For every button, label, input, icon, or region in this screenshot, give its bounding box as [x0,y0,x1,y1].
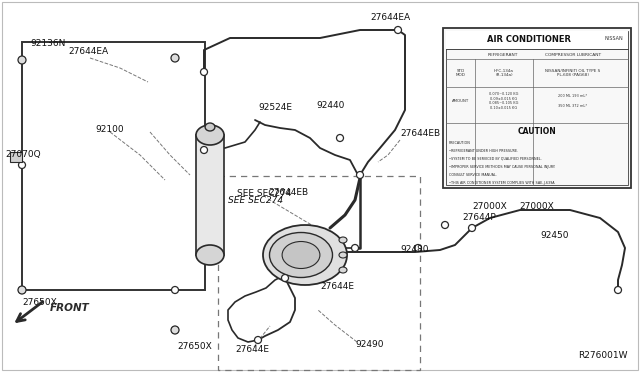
Bar [196,135,224,255]
Bar [446,31,628,49]
Text: COMPRESSOR LUBRICANT: COMPRESSOR LUBRICANT [545,53,601,57]
Circle shape [415,244,422,251]
Circle shape [200,68,207,76]
Ellipse shape [282,241,320,269]
Circle shape [19,286,26,294]
Text: 27070Q: 27070Q [5,151,40,160]
Circle shape [282,275,289,282]
Text: FRONT: FRONT [50,303,90,313]
Text: 27644E: 27644E [235,345,269,354]
Circle shape [18,286,26,294]
Circle shape [172,286,179,294]
Text: 92490: 92490 [355,340,383,349]
Text: 27000X: 27000X [520,202,554,211]
Text: 0.070~0.120 KG
0.09±0.015 KG
0.085~0.105 KG
0.10±0.015 KG: 0.070~0.120 KG 0.09±0.015 KG 0.085~0.105… [490,92,518,110]
Ellipse shape [263,225,347,285]
Ellipse shape [339,237,347,243]
Bar [23,43,204,289]
Ellipse shape [339,252,347,258]
Text: AMOUNT: AMOUNT [452,99,470,103]
Circle shape [200,147,207,154]
Text: CAUTION: CAUTION [518,126,556,135]
Text: 200 ML 193 mL*

350 ML 372 mL*: 200 ML 193 mL* 350 ML 372 mL* [559,94,588,108]
Text: 27644E: 27644E [320,282,354,291]
Circle shape [337,135,344,141]
Ellipse shape [269,232,333,278]
Circle shape [19,161,26,169]
Text: 27644P: 27644P [462,213,496,222]
Text: SEE SEC274: SEE SEC274 [237,189,291,198]
Circle shape [614,286,621,294]
Text: •REFRIGERANT UNDER HIGH PRESSURE.: •REFRIGERANT UNDER HIGH PRESSURE. [449,149,518,153]
Text: •SYSTEM TO BE SERVICED BY QUALIFIED PERSONNEL.: •SYSTEM TO BE SERVICED BY QUALIFIED PERS… [449,157,541,161]
Text: 27000X: 27000X [472,202,508,211]
Text: PRECAUTION: PRECAUTION [449,141,471,145]
Circle shape [442,221,449,228]
Circle shape [468,224,476,231]
Text: CONSULT SERVICE MANUAL.: CONSULT SERVICE MANUAL. [449,173,497,177]
Text: SEE SEC274: SEE SEC274 [228,196,283,205]
Circle shape [394,26,401,33]
Text: 27644EB: 27644EB [268,188,308,197]
Text: NISSAN: NISSAN [604,35,623,41]
Ellipse shape [205,123,215,131]
Text: •THIS AIR CONDITIONER SYSTEM COMPLIES WITH SAE-J-639A: •THIS AIR CONDITIONER SYSTEM COMPLIES WI… [449,181,554,185]
Circle shape [18,56,26,64]
Bar [22,42,205,290]
Text: 92524E: 92524E [258,103,292,112]
Ellipse shape [339,267,347,273]
Text: STD
MOD: STD MOD [456,69,466,77]
Text: 27650X: 27650X [178,342,212,351]
Text: AIR CONDITIONER: AIR CONDITIONER [487,35,571,45]
Circle shape [255,337,262,343]
Text: •IMPROPER SERVICE METHODS MAY CAUSE PERSONAL INJURY.: •IMPROPER SERVICE METHODS MAY CAUSE PERS… [449,165,556,169]
Bar [23,43,204,289]
Ellipse shape [196,125,224,145]
Bar [446,31,628,185]
Text: 92440: 92440 [316,101,344,110]
Text: 27644EA: 27644EA [370,13,410,22]
Bar [443,28,631,188]
Circle shape [356,171,364,179]
Circle shape [171,326,179,334]
Ellipse shape [196,245,224,265]
Circle shape [171,54,179,62]
Text: HFC-134a
(R-134a): HFC-134a (R-134a) [494,69,514,77]
Text: 27644EA: 27644EA [68,47,108,56]
Text: 27644EB: 27644EB [400,129,440,138]
Text: 92450: 92450 [540,231,568,240]
Text: 27650X: 27650X [22,298,58,307]
Text: 92100: 92100 [96,125,124,135]
Text: R276001W: R276001W [579,351,628,360]
Circle shape [351,244,358,251]
Text: 92480: 92480 [400,246,429,254]
Text: NISSAN/INFINITI OIL TYPE S
PL-608 (PAG68): NISSAN/INFINITI OIL TYPE S PL-608 (PAG68… [545,69,600,77]
Bar [10,152,22,162]
Text: 92136N: 92136N [30,39,65,48]
Text: REFRIGERANT: REFRIGERANT [488,53,518,57]
Circle shape [172,327,179,334]
